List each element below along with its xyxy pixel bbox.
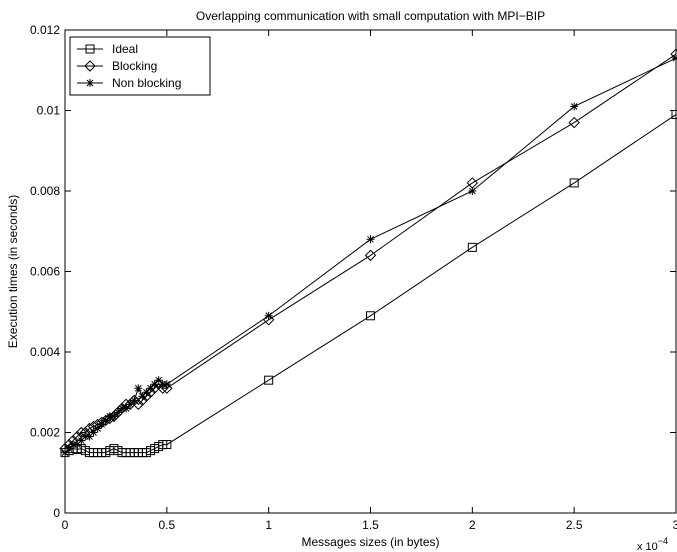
y-tick-label: 0.01 bbox=[37, 104, 61, 118]
data-point-blocking bbox=[161, 382, 173, 394]
data-point-blocking bbox=[108, 410, 120, 423]
y-tick-label: 0.002 bbox=[30, 426, 60, 440]
data-point-non-blocking bbox=[162, 380, 171, 389]
data-point-non-blocking bbox=[570, 102, 579, 111]
y-axis-title: Execution times (in seconds) bbox=[6, 195, 20, 348]
data-point-blocking bbox=[112, 406, 124, 419]
data-point-non-blocking bbox=[264, 311, 273, 320]
y-tick-label: 0.012 bbox=[30, 23, 60, 37]
data-point-blocking bbox=[140, 390, 153, 402]
data-point-blocking bbox=[157, 382, 169, 394]
axis-ticks: 0 0.5 1 1.5 2 2.5 3 0 0.002 0.004 0.006 0.008 0.01 0.… bbox=[30, 23, 677, 532]
x-tick-label: 0 bbox=[62, 518, 69, 532]
legend: Ideal Blocking Non blocking bbox=[69, 36, 211, 96]
plot-area-frame bbox=[64, 29, 677, 514]
x-tick-label: 1 bbox=[265, 518, 272, 532]
series-line-ideal bbox=[64, 114, 677, 454]
legend-entry-blocking: Blocking bbox=[77, 59, 157, 73]
legend-label-blocking: Blocking bbox=[112, 59, 157, 73]
data-point-blocking bbox=[100, 414, 112, 427]
data-point-non-blocking bbox=[468, 187, 477, 195]
legend-marker-blocking bbox=[84, 60, 96, 72]
data-point-blocking bbox=[136, 394, 149, 407]
data-point-blocking bbox=[124, 398, 136, 411]
data-point-blocking bbox=[116, 402, 128, 415]
x-axis-title: Messages sizes (in bytes) bbox=[301, 535, 439, 549]
y-tick-label: 0.006 bbox=[30, 265, 60, 279]
x-tick-label: 3 bbox=[673, 518, 677, 532]
data-point-ideal bbox=[162, 440, 172, 450]
data-point-ideal bbox=[366, 311, 375, 321]
data-point-blocking bbox=[364, 249, 377, 262]
x-tick-label: 2 bbox=[469, 518, 476, 532]
series-ideal bbox=[60, 110, 677, 458]
data-point-ideal bbox=[467, 242, 477, 252]
data-point-blocking bbox=[568, 116, 580, 129]
series-non-blocking bbox=[61, 54, 677, 457]
x-tick-label: 1.5 bbox=[362, 518, 379, 532]
series-line-blocking bbox=[64, 53, 677, 449]
y-tick-label: 0.008 bbox=[30, 184, 60, 198]
data-point-non-blocking bbox=[101, 416, 110, 425]
data-point-blocking bbox=[144, 386, 157, 398]
data-point-non-blocking bbox=[130, 396, 139, 405]
series-blocking bbox=[59, 48, 677, 455]
y-tick-label: 0.004 bbox=[30, 345, 60, 359]
legend-label-non-blocking: Non blocking bbox=[112, 76, 181, 90]
data-point-non-blocking bbox=[672, 54, 677, 63]
legend-label-ideal: Ideal bbox=[112, 42, 138, 56]
legend-entry-non-blocking: Non blocking bbox=[77, 76, 181, 90]
data-point-ideal bbox=[671, 110, 677, 120]
x-tick-label: 2.5 bbox=[566, 518, 583, 532]
data-point-non-blocking bbox=[73, 440, 82, 449]
x-axis-exponent: x 10−4 bbox=[637, 536, 668, 552]
x-axis-exponent-base: x 10 bbox=[637, 541, 658, 552]
data-point-ideal bbox=[264, 375, 274, 385]
legend-entry-ideal: Ideal bbox=[77, 42, 138, 56]
legend-marker-non-blocking bbox=[86, 79, 94, 87]
data-point-non-blocking bbox=[134, 384, 143, 393]
data-point-non-blocking bbox=[77, 436, 86, 445]
series-layer bbox=[59, 48, 677, 458]
data-point-ideal bbox=[569, 178, 579, 188]
data-point-blocking bbox=[148, 382, 161, 394]
x-tick-label: 0.5 bbox=[158, 518, 175, 532]
y-tick-label: 0 bbox=[53, 506, 60, 520]
data-point-non-blocking bbox=[366, 235, 375, 244]
data-point-blocking bbox=[132, 398, 145, 411]
chart-title: Overlapping communication with small com… bbox=[196, 9, 545, 23]
x-axis-exponent-power: −4 bbox=[658, 536, 668, 546]
legend-marker-ideal bbox=[85, 44, 95, 54]
